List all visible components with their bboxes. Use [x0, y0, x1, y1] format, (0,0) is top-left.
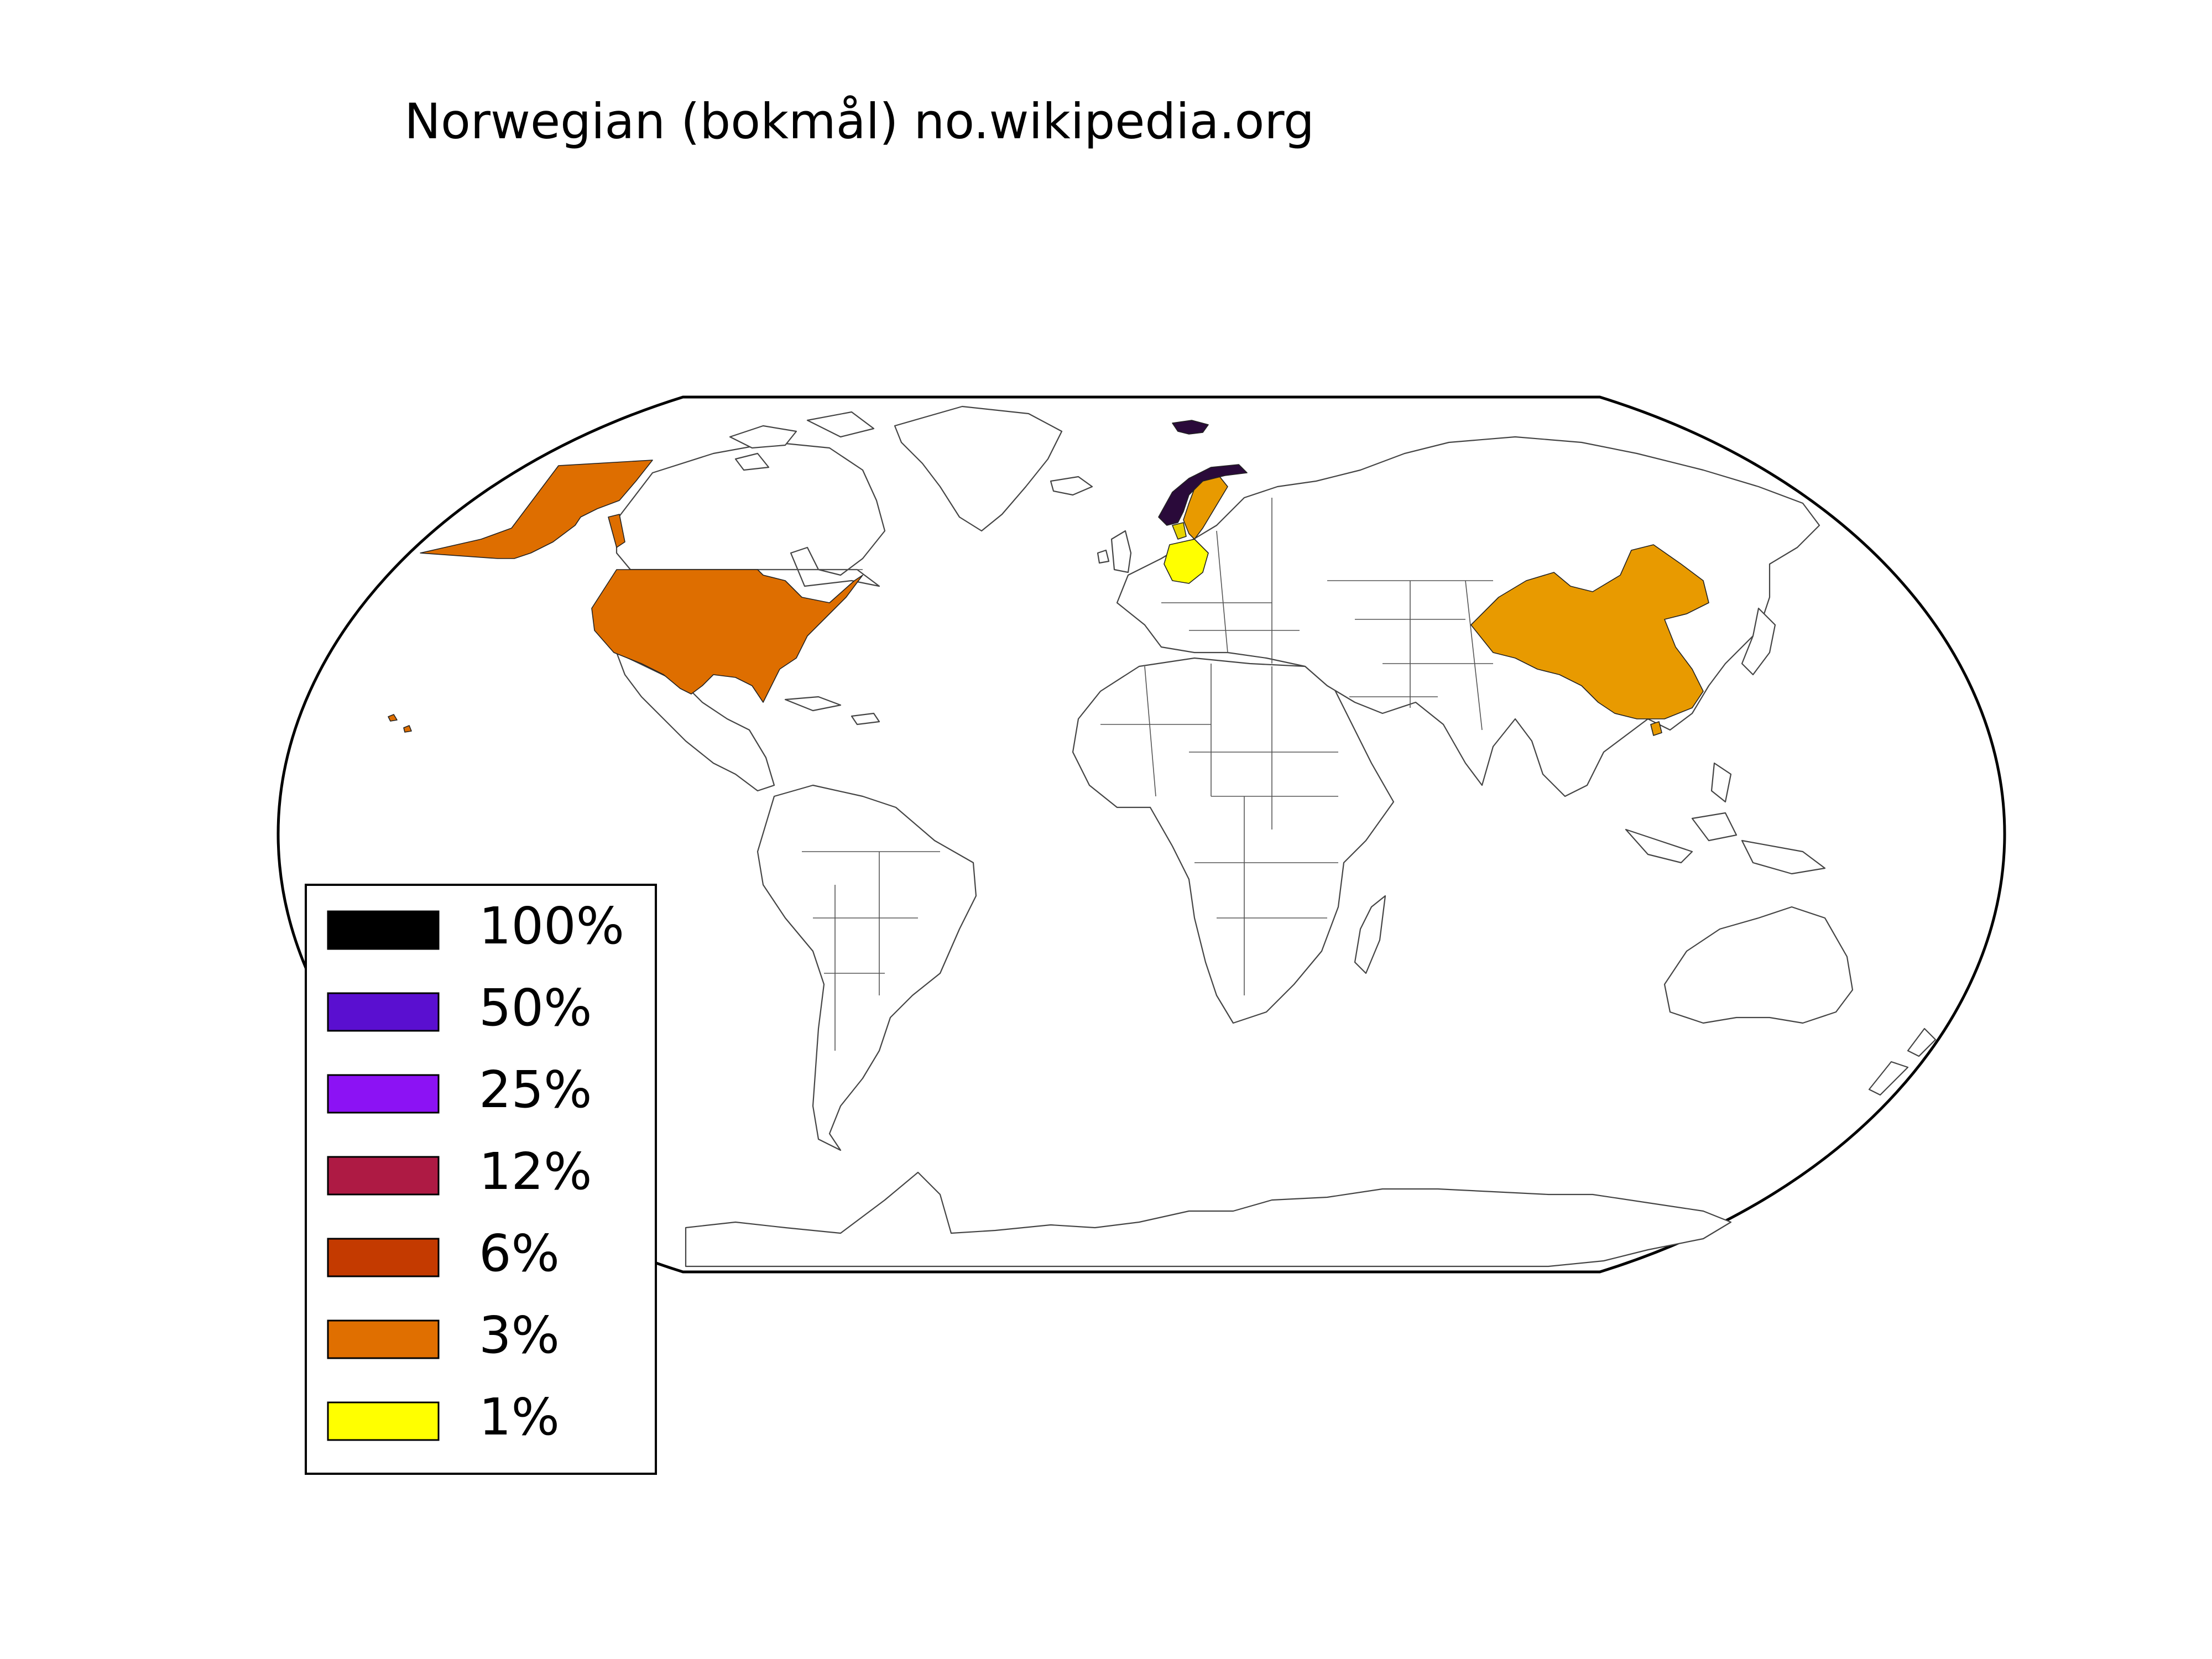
new-zealand-shape: [1868, 1027, 1937, 1096]
alaska-region: [420, 460, 653, 559]
legend-items: 100% 50% 25% 12% 6% 3% 1%: [327, 896, 624, 1447]
map-title: Norwegian (bokmål) no.wikipedia.org: [404, 93, 1314, 150]
norway-region: [1158, 464, 1248, 526]
highlighted-countries: [388, 420, 1709, 736]
legend-label: 3%: [479, 1306, 560, 1365]
legend-label: 6%: [479, 1224, 560, 1283]
denmark-region: [1172, 522, 1187, 540]
legend-label: 1%: [479, 1387, 560, 1447]
hawaii-region: [388, 714, 412, 733]
legend-swatch: [327, 1238, 440, 1277]
legend-swatch: [327, 1156, 440, 1196]
arctic-islands-shape: [729, 411, 875, 471]
china-region: [1470, 544, 1709, 719]
madagascar-shape: [1354, 895, 1386, 974]
alaska-panhandle: [608, 514, 625, 548]
maritime-se-asia-shape: [1625, 762, 1826, 875]
legend-swatch: [327, 910, 440, 950]
greenland-shape: [894, 405, 1063, 532]
legend-label: 25%: [479, 1060, 592, 1119]
border-lines-africa: [1100, 664, 1338, 995]
australia-shape: [1663, 906, 1854, 1024]
legend-swatch: [327, 1074, 440, 1114]
legend-swatch: [327, 1319, 440, 1359]
legend-label: 50%: [479, 978, 592, 1037]
caribbean-shape: [784, 696, 880, 726]
united-states-region: [591, 569, 863, 703]
legend-label: 12%: [479, 1142, 592, 1201]
legend-label: 100%: [479, 896, 624, 956]
iceland-shape: [1050, 476, 1093, 496]
japan-shape: [1741, 607, 1776, 676]
british-isles-shape: [1097, 530, 1132, 573]
legend: 100% 50% 25% 12% 6% 3% 1%: [305, 884, 657, 1475]
south-america-shape: [757, 784, 977, 1151]
china-islands: [1650, 721, 1662, 736]
antarctica-shape: [685, 1171, 1732, 1267]
legend-swatch: [327, 992, 440, 1032]
svalbard-region: [1172, 420, 1209, 435]
border-lines-eurasia: [1161, 498, 1493, 731]
mexico-shape: [615, 651, 775, 792]
legend-swatch: [327, 1401, 440, 1441]
germany-region: [1164, 539, 1209, 584]
